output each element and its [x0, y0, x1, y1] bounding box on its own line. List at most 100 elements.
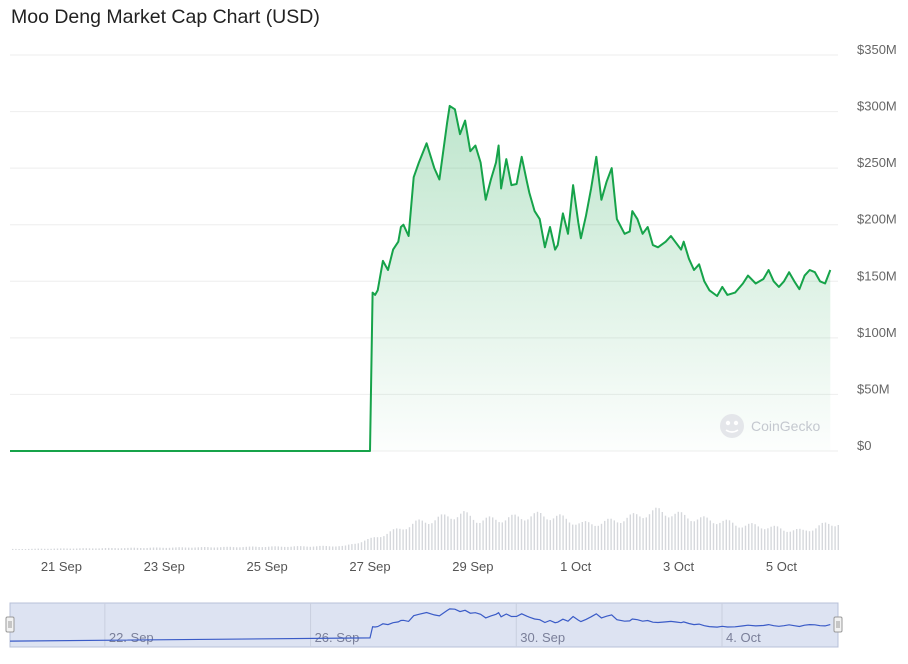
navigator-tick-label: 30. Sep: [520, 630, 565, 645]
volume-bar: [226, 546, 228, 550]
y-tick-label: $200M: [857, 212, 897, 227]
volume-bar: [101, 548, 103, 550]
volume-bar: [639, 516, 641, 550]
volume-bar: [431, 523, 433, 550]
volume-bar: [802, 529, 804, 550]
volume-bar: [744, 525, 747, 550]
volume-bar: [127, 547, 129, 550]
volume-bar: [15, 548, 17, 550]
volume-bar: [693, 521, 695, 550]
volume-bar: [37, 548, 39, 550]
volume-bar: [511, 514, 513, 550]
volume-bar: [28, 548, 30, 550]
volume-bar: [805, 530, 807, 550]
volume-bar: [255, 546, 257, 550]
volume-bar: [357, 543, 359, 550]
volume-bar: [152, 547, 155, 550]
volume-bar: [207, 547, 209, 550]
volume-bar: [293, 546, 295, 550]
volume-bar: [815, 528, 817, 550]
volume-bar: [632, 513, 635, 550]
volume-bar: [706, 517, 708, 550]
area-fill: [10, 105, 831, 452]
volume-bar: [664, 515, 667, 550]
volume-bar: [584, 521, 587, 550]
volume-bar: [392, 529, 395, 550]
volume-bar: [754, 524, 756, 550]
market-cap-line: [10, 104, 832, 452]
x-tick-label: 29 Sep: [452, 559, 493, 574]
volume-bar: [456, 517, 459, 550]
area-fill-path: [10, 105, 831, 452]
volume-bar: [536, 511, 539, 550]
volume-bar: [530, 516, 532, 550]
volume-bar: [824, 522, 827, 550]
volume-bar: [658, 508, 660, 550]
volume-bar: [341, 545, 343, 550]
volume-bar: [114, 548, 116, 550]
volume-bar: [146, 548, 148, 550]
volume-bar: [149, 547, 151, 550]
volume-bar: [476, 522, 478, 550]
volume-bar: [508, 517, 510, 550]
volume-bar: [552, 518, 555, 550]
volume-bar: [376, 537, 379, 550]
volume-bar: [300, 546, 302, 550]
volume-bar: [159, 547, 161, 550]
volume-bar: [370, 537, 372, 550]
volume-bar: [229, 546, 231, 550]
volume-bar: [383, 536, 385, 550]
volume-bar: [466, 512, 468, 550]
volume-bar: [556, 515, 558, 550]
volume-bar: [236, 547, 238, 550]
volume-bar: [319, 545, 321, 550]
volume-bar: [184, 547, 187, 550]
volume-bar: [344, 545, 347, 550]
y-tick-label: $0: [857, 438, 871, 453]
volume-bar: [677, 511, 679, 550]
volume-bar: [56, 548, 59, 550]
y-axis-labels: $0 $50M $100M $150M $200M $250M $300M $350M: [857, 42, 897, 453]
volume-bar: [527, 519, 529, 550]
volume-bar: [591, 524, 593, 550]
x-tick-label: 25 Sep: [247, 559, 288, 574]
volume-bar: [821, 522, 823, 550]
volume-bar: [389, 531, 391, 550]
volume-bar: [837, 525, 839, 550]
volume-bar: [770, 526, 772, 550]
volume-bar: [629, 514, 631, 550]
volume-bar: [501, 522, 503, 550]
volume-bar: [213, 547, 215, 550]
volume-bar: [616, 522, 619, 550]
volume-bar: [232, 547, 235, 550]
volume-bar: [360, 542, 363, 550]
volume-bar: [488, 516, 491, 550]
volume-bar: [136, 547, 139, 550]
volume-bar: [799, 528, 801, 550]
volume-bar: [668, 517, 670, 550]
volume-bar: [460, 513, 462, 550]
volume-bar: [367, 539, 369, 550]
volume-bar: [424, 522, 427, 550]
volume-bar: [648, 514, 651, 550]
volume-bar: [178, 547, 180, 550]
volume-bar: [351, 544, 353, 550]
volume-bar: [60, 548, 62, 550]
volume-bar: [200, 547, 203, 550]
volume-bar: [335, 546, 337, 550]
volume-bar: [440, 514, 443, 550]
navigator-tick-label: 26. Sep: [315, 630, 360, 645]
volume-bar: [248, 546, 251, 550]
volume-bar: [504, 520, 507, 550]
volume-bar: [773, 525, 775, 550]
navigator-right-handle[interactable]: [833, 616, 843, 633]
volume-bar: [572, 524, 574, 550]
volume-bar: [303, 546, 305, 550]
volume-bar: [165, 547, 167, 550]
volume-bar: [271, 546, 273, 550]
watermark-text: CoinGecko: [751, 418, 820, 434]
volume-bar: [700, 517, 702, 550]
volume-bar: [581, 522, 583, 550]
navigator-left-handle[interactable]: [5, 616, 15, 633]
volume-bar: [143, 548, 145, 550]
